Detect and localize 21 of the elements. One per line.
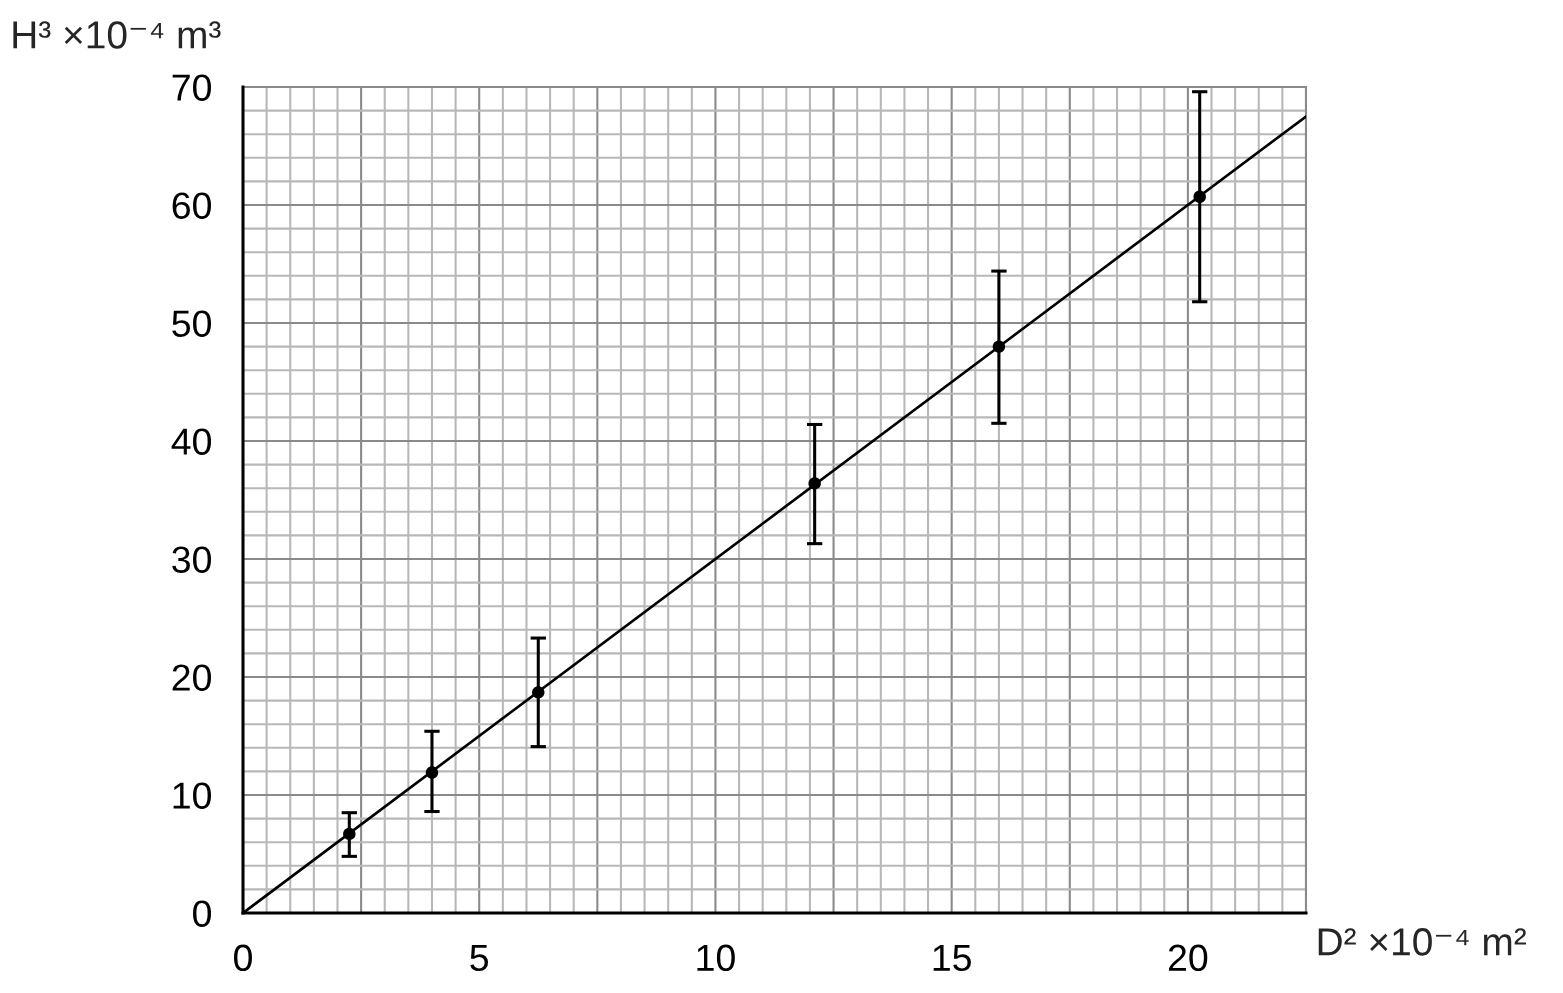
x-tick-label: 10 [697, 944, 735, 972]
point [532, 686, 545, 699]
y-tick-label: 30 [172, 546, 211, 573]
x-tick-label: 5 [470, 944, 489, 972]
x-tick-label: 20 [1168, 944, 1208, 972]
y-tick-label: 40 [171, 428, 211, 455]
y-tick-label: 70 [172, 74, 211, 101]
point [343, 827, 356, 841]
y-axis-title: H³ ×10⁻⁴ m³ [13, 21, 221, 49]
y-tick-label: 0 [193, 900, 211, 927]
point [992, 340, 1006, 353]
y-tick-label: 20 [172, 664, 211, 691]
x-axis-title: D² ×10⁻⁴ m² [1318, 928, 1527, 956]
point [1193, 190, 1206, 203]
y-tick-label: 50 [172, 310, 211, 337]
y-tick-label: 10 [173, 782, 211, 809]
point [425, 766, 439, 779]
x-tick-label: 0 [234, 944, 252, 972]
x-tick-label: 15 [933, 944, 971, 972]
point [808, 477, 821, 490]
y-tick-label: 60 [172, 192, 211, 219]
